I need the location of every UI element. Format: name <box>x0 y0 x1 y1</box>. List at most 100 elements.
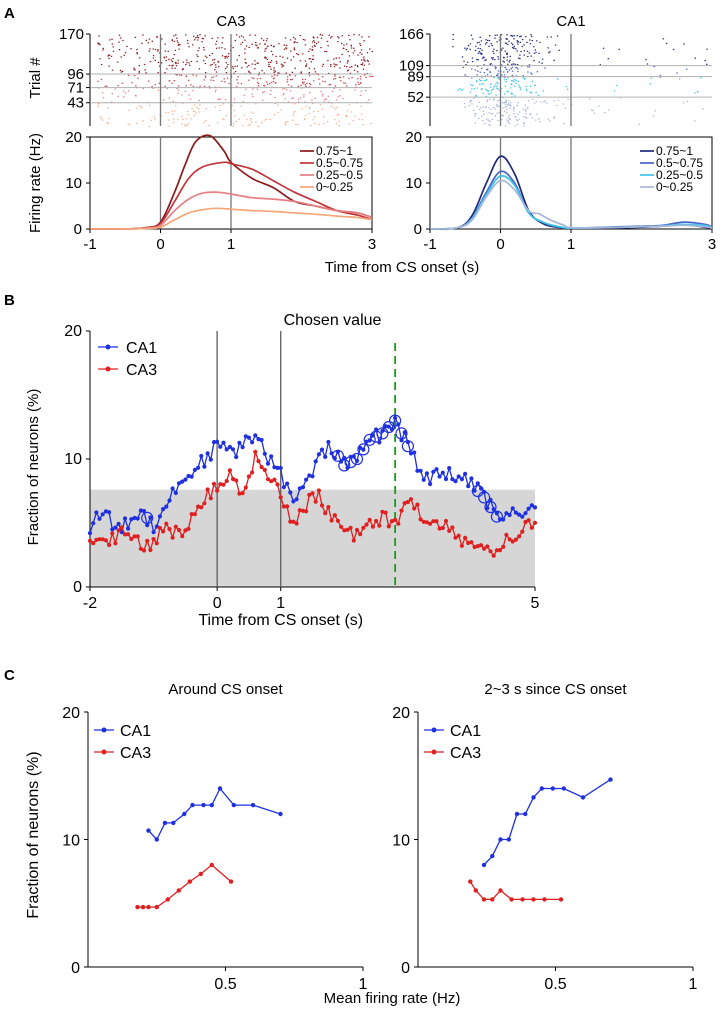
spike-tick <box>223 118 225 120</box>
y-tick-label: 89 <box>407 69 424 86</box>
spike-tick <box>118 41 120 43</box>
spike-tick <box>159 65 161 67</box>
data-point <box>272 477 277 482</box>
data-point <box>307 492 312 497</box>
spike-tick <box>504 93 506 95</box>
spike-tick <box>188 62 190 64</box>
spike-tick <box>528 64 531 66</box>
spike-tick <box>334 119 336 121</box>
data-point <box>122 516 128 521</box>
spike-tick <box>517 57 520 59</box>
spike-tick <box>316 36 319 39</box>
spike-tick <box>175 105 177 107</box>
spike-tick <box>123 54 125 56</box>
spike-tick <box>269 83 271 85</box>
spike-tick <box>478 108 481 111</box>
spike-tick <box>598 105 600 107</box>
data-point <box>190 802 195 808</box>
spike-tick <box>481 67 483 69</box>
spike-tick <box>533 59 535 62</box>
data-point <box>94 510 99 515</box>
data-point <box>520 514 525 519</box>
data-point <box>250 802 256 808</box>
series-CA3 <box>468 879 564 902</box>
spike-tick <box>203 79 205 81</box>
spike-tick <box>261 121 263 123</box>
data-point <box>138 546 143 551</box>
data-point <box>494 511 499 516</box>
data-point <box>513 537 519 542</box>
legend-marker <box>431 749 437 755</box>
spike-tick <box>205 120 207 122</box>
spike-tick <box>509 55 511 57</box>
spike-tick <box>517 113 519 115</box>
spike-tick <box>126 45 128 47</box>
spike-tick <box>97 42 99 44</box>
data-point <box>196 504 201 509</box>
data-point <box>288 519 293 524</box>
spike-tick <box>475 95 478 97</box>
spike-tick <box>135 85 137 87</box>
spike-tick <box>469 101 472 103</box>
spike-tick <box>233 72 235 74</box>
spike-tick <box>136 49 138 51</box>
spike-tick <box>478 41 480 43</box>
spike-tick <box>293 36 295 38</box>
spike-tick <box>476 87 478 89</box>
spike-tick <box>121 70 124 72</box>
spike-tick <box>524 78 526 80</box>
spike-tick <box>98 43 101 45</box>
spike-tick <box>357 81 359 83</box>
data-point <box>103 538 108 543</box>
spike-tick <box>352 120 354 122</box>
spike-tick <box>163 56 165 58</box>
spike-tick <box>464 106 466 108</box>
spike-tick <box>108 65 110 67</box>
spike-tick <box>480 52 482 54</box>
series-CA3 <box>135 862 234 910</box>
spike-tick <box>293 112 295 114</box>
spike-tick <box>181 115 183 117</box>
spike-tick <box>308 58 310 60</box>
data-point <box>434 467 439 472</box>
spike-tick <box>292 114 294 116</box>
spike-tick <box>498 89 500 91</box>
data-point <box>182 811 187 817</box>
data-point <box>157 525 162 531</box>
spike-tick <box>498 111 500 114</box>
spike-tick <box>208 54 211 56</box>
spike-tick <box>157 50 159 52</box>
spike-tick <box>683 102 685 104</box>
spike-tick <box>333 58 335 60</box>
spike-tick <box>240 43 242 45</box>
spike-tick <box>280 109 282 111</box>
data-point <box>132 534 137 539</box>
data-point <box>456 533 461 538</box>
spike-tick <box>502 115 505 117</box>
spike-tick <box>331 90 334 92</box>
spike-tick <box>485 79 487 81</box>
data-point <box>323 454 328 459</box>
spike-tick <box>503 74 506 76</box>
spike-tick <box>336 64 338 66</box>
spike-tick <box>354 115 356 117</box>
spike-tick <box>339 95 341 97</box>
spike-tick <box>300 84 302 86</box>
data-point <box>490 853 495 859</box>
significance-ring <box>490 510 503 523</box>
spike-tick <box>479 71 481 73</box>
spike-tick <box>264 56 266 58</box>
spike-tick <box>214 106 217 108</box>
spike-tick <box>659 76 662 78</box>
spike-tick <box>272 81 275 83</box>
panel-label-b: B <box>4 292 15 309</box>
spike-tick <box>356 65 359 67</box>
spike-tick <box>599 64 601 66</box>
spike-tick <box>553 117 555 119</box>
spike-tick <box>102 49 104 51</box>
spike-tick <box>266 58 269 61</box>
spike-tick <box>359 82 362 85</box>
spike-tick <box>232 67 235 70</box>
spike-tick <box>514 125 516 127</box>
data-point <box>488 549 493 554</box>
